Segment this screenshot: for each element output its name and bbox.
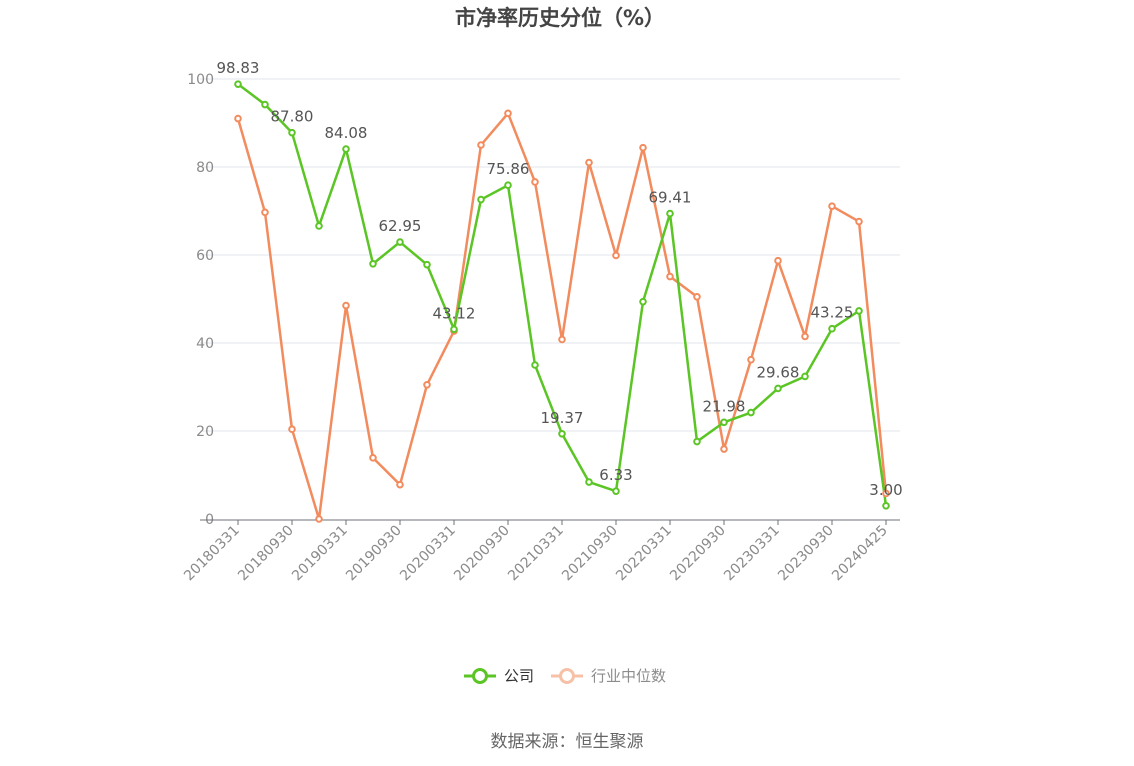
data-label: 6.33 [599,466,632,484]
x-tick-label: 20230930 [775,523,837,585]
industry-point[interactable] [477,141,485,149]
company-point[interactable] [855,307,863,315]
industry-point[interactable] [423,381,431,389]
industry-point[interactable] [612,251,620,260]
series-lines [236,83,888,521]
industry-point[interactable] [234,114,242,123]
company-point[interactable] [558,429,566,438]
data-label: 3.00 [869,481,902,499]
company-point[interactable] [720,418,728,427]
company-point[interactable] [612,487,620,495]
y-tick-label: 20 [196,424,214,440]
company-point[interactable] [288,128,296,137]
x-tick-label: 20190331 [289,523,351,585]
industry-point[interactable] [342,301,350,310]
data-label: 19.37 [541,409,584,427]
industry-point[interactable] [315,515,323,523]
company-point[interactable] [450,325,458,334]
legend-company-marker [472,668,488,684]
x-tick-label: 20240425 [829,523,891,585]
data-label: 29.68 [757,363,800,381]
legend-company-label: 公司 [504,667,534,685]
x-tick-label: 20210331 [505,523,567,585]
data-label: 84.08 [325,124,368,142]
industry-point[interactable] [774,256,782,265]
company-point[interactable] [801,372,809,381]
y-tick-label: 40 [196,336,214,352]
legend-industry-marker [559,668,575,684]
company-point[interactable] [396,238,404,246]
x-tick-label: 20200331 [397,523,459,585]
data-label: 21.98 [703,397,746,415]
industry-point[interactable] [396,480,404,489]
industry-point[interactable] [882,489,890,498]
company-point[interactable] [774,384,782,393]
industry-point[interactable] [639,143,647,152]
company-point[interactable] [828,324,836,333]
data-label: 87.80 [271,108,314,126]
legend-item-industry[interactable]: 行业中位数 [551,667,666,685]
y-tick-label: 60 [196,248,214,264]
industry-series-line [236,112,888,521]
industry-point[interactable] [558,335,566,344]
industry-point[interactable] [747,355,755,364]
industry-point[interactable] [585,158,593,167]
chart-title: 市净率历史分位（%） [455,6,665,30]
company-point[interactable] [369,260,377,268]
x-tick-label: 20180331 [181,523,243,585]
legend[interactable]: 公司 行业中位数 [464,667,666,685]
company-point[interactable] [504,181,512,190]
grid-lines [200,78,900,432]
company-point[interactable] [315,222,323,230]
y-tick-label: 100 [187,72,214,88]
industry-point[interactable] [855,217,863,226]
x-tick-label: 20210930 [559,523,621,585]
industry-point[interactable] [504,109,512,118]
industry-point[interactable] [369,454,377,462]
data-label: 75.86 [487,160,530,178]
industry-point[interactable] [693,293,701,301]
industry-point[interactable] [531,178,539,186]
company-series-line [237,83,888,506]
source-note: 数据来源：恒生聚源 [491,732,644,752]
x-axis: 2018033120180930201903312019093020200331… [181,519,900,585]
company-point[interactable] [531,361,539,369]
company-point[interactable] [882,502,890,510]
data-label: 69.41 [649,189,692,207]
industry-point[interactable] [261,208,269,217]
industry-point[interactable] [720,445,728,453]
data-label: 43.12 [433,304,476,322]
company-point[interactable] [585,478,593,486]
industry-point[interactable] [288,425,296,434]
company-point[interactable] [261,100,269,109]
industry-point[interactable] [666,272,674,281]
industry-point[interactable] [828,202,836,210]
data-label: 43.25 [811,304,854,322]
x-tick-label: 20220331 [613,523,675,585]
x-tick-label: 20200930 [451,523,513,585]
y-tick-label: 80 [196,160,214,176]
legend-industry-label: 行业中位数 [591,667,666,685]
legend-item-company[interactable]: 公司 [464,667,534,685]
company-point[interactable] [342,145,350,153]
company-point[interactable] [639,297,647,306]
company-point[interactable] [234,80,242,88]
industry-point[interactable] [801,332,809,341]
company-point[interactable] [423,260,431,269]
data-label: 62.95 [379,217,422,235]
x-tick-label: 20230331 [721,523,783,585]
x-tick-label: 20220930 [667,523,729,585]
company-point[interactable] [747,408,755,417]
company-point[interactable] [693,437,701,446]
company-point[interactable] [477,195,485,204]
x-tick-label: 20180930 [235,523,297,585]
x-tick-label: 20190930 [343,523,405,585]
data-labels: 98.83 87.80 84.08 62.95 43.12 75.86 19.37 6.33 6… [217,59,903,499]
data-label: 98.83 [217,59,260,77]
series-points [234,80,890,523]
company-point[interactable] [666,209,674,218]
